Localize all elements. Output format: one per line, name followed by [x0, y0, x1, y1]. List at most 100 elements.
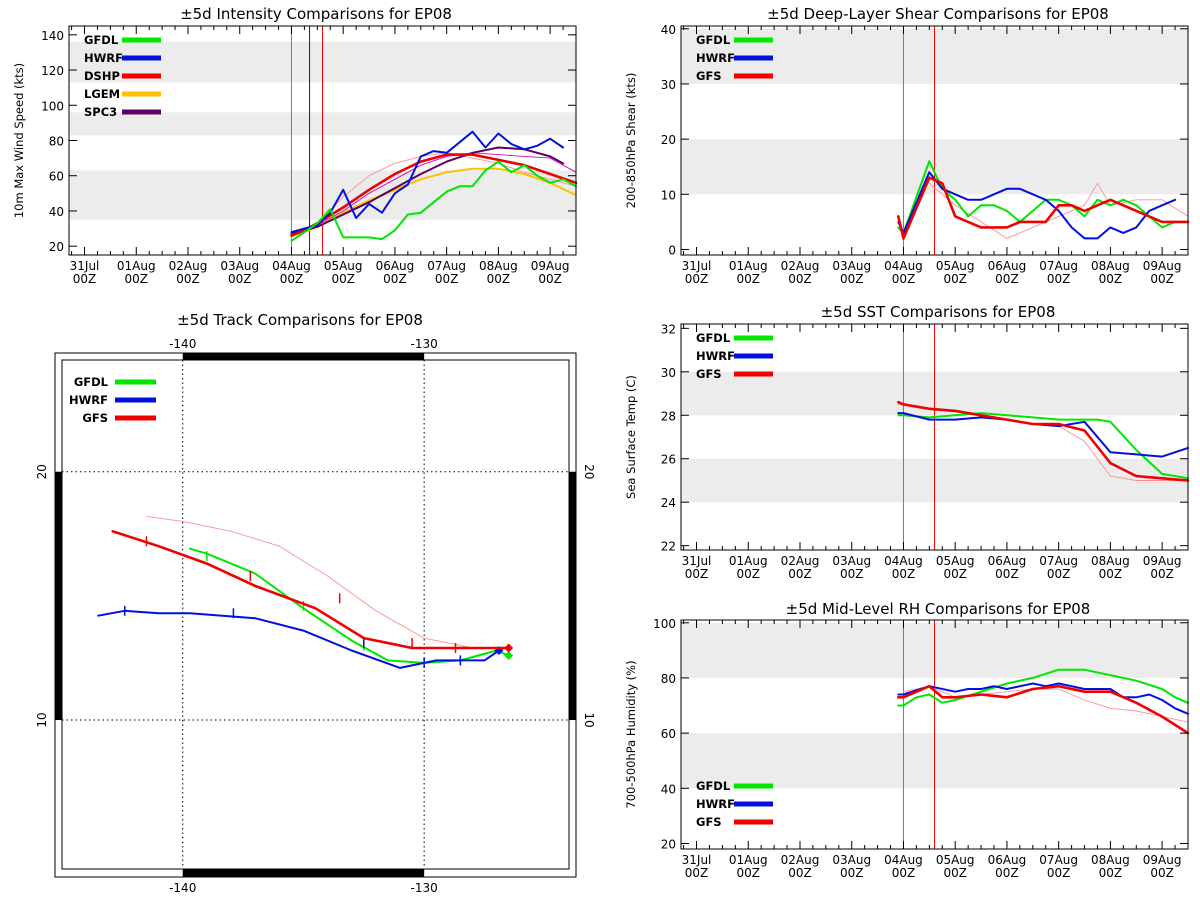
- intensity-xtick-label: 00Z: [125, 272, 149, 286]
- rh-xtick-label: 04Aug: [884, 853, 923, 867]
- rh-ytick-label: 40: [661, 782, 676, 796]
- shear-xtick-label: 09Aug: [1143, 259, 1182, 273]
- track-title: ±5d Track Comparisons for EP08: [177, 311, 423, 329]
- shear-xtick-label: 00Z: [1047, 272, 1071, 286]
- track-lat-label-right: 10: [582, 712, 596, 727]
- rh-frame: [680, 619, 1189, 850]
- rh-legend-label-hwrf: HWRF: [696, 797, 735, 811]
- sst-xtick-label: 04Aug: [884, 554, 923, 568]
- track-start-diamond-gfs: [504, 643, 514, 653]
- sst-legend-label-gfdl: GFDL: [696, 331, 731, 345]
- sst-xtick-label: 01Aug: [729, 554, 768, 568]
- rh-xtick-label: 09Aug: [1143, 853, 1182, 867]
- shear-xtick-label: 04Aug: [884, 259, 923, 273]
- intensity-xtick-label: 00Z: [280, 272, 304, 286]
- rh-xtick-label: 07Aug: [1039, 853, 1078, 867]
- intensity-xtick-label: 03Aug: [220, 259, 259, 273]
- rh-xtick-label: 00Z: [840, 866, 864, 880]
- rh-xtick-label: 00Z: [1099, 866, 1123, 880]
- sst-xtick-label: 06Aug: [988, 554, 1027, 568]
- intensity-ytick-label: 140: [41, 29, 64, 43]
- rh-series-gfs: [896, 684, 1190, 735]
- intensity-ytick-label: 80: [49, 135, 64, 149]
- rh-panel: 2040608010031Jul00Z01Aug00Z02Aug00Z03Aug…: [624, 617, 1190, 880]
- rh-ytick-label: 100: [653, 617, 676, 631]
- sst-xtick-label: 00Z: [685, 567, 709, 581]
- rh-xtick-label: 02Aug: [781, 853, 820, 867]
- shear-xtick-label: 00Z: [1099, 272, 1123, 286]
- intensity-xtick-label: 09Aug: [531, 259, 570, 273]
- intensity-ylabel: 10m Max Wind Speed (kts): [12, 63, 26, 218]
- track-lon-label-bottom: -130: [411, 881, 438, 895]
- rh-xtick-label: 08Aug: [1091, 853, 1130, 867]
- rh-ytick-label: 80: [661, 672, 676, 686]
- track-lat-label-left: 20: [35, 464, 49, 479]
- track-legend-label-hwrf: HWRF: [69, 393, 108, 407]
- sst-ytick-label: 30: [661, 366, 676, 380]
- rh-xtick-label: 31Jul: [682, 853, 712, 867]
- track-left-border-bar: [55, 471, 62, 721]
- shear-ytick-label: 20: [661, 133, 676, 147]
- sst-ytick-label: 22: [661, 540, 676, 554]
- sst-xtick-label: 07Aug: [1039, 554, 1078, 568]
- rh-series-thin: [903, 685, 1189, 723]
- sst-xtick-label: 00Z: [788, 567, 812, 581]
- intensity-series-spc3-thin: [291, 152, 577, 237]
- sst-xtick-label: 09Aug: [1143, 554, 1182, 568]
- sst-ytick-label: 24: [661, 496, 676, 510]
- shear-title: ±5d Deep-Layer Shear Comparisons for EP0…: [767, 5, 1109, 23]
- sst-legend-label-hwrf: HWRF: [696, 349, 735, 363]
- intensity-xtick-label: 01Aug: [117, 259, 156, 273]
- intensity-xtick-label: 00Z: [538, 272, 562, 286]
- shear-frame: [680, 25, 1189, 256]
- intensity-legend-label-dshp: DSHP: [84, 69, 120, 83]
- intensity-ytick-label: 40: [49, 205, 64, 219]
- intensity-xtick-label: 04Aug: [272, 259, 311, 273]
- rh-legend-label-gfs: GFS: [696, 815, 722, 829]
- shear-series-hwrf: [897, 171, 1177, 240]
- sst-xtick-label: 00Z: [892, 567, 916, 581]
- shear-ytick-label: 0: [668, 243, 676, 257]
- intensity-series-gfdl: [290, 160, 577, 242]
- track-legend-label-gfdl: GFDL: [74, 375, 109, 389]
- sst-xtick-label: 00Z: [840, 567, 864, 581]
- intensity-series-ofcl-thin: [291, 152, 577, 238]
- rh-xtick-label: 00Z: [892, 866, 916, 880]
- sst-xtick-label: 00Z: [1099, 567, 1123, 581]
- shear-xtick-label: 07Aug: [1039, 259, 1078, 273]
- sst-xtick-label: 31Jul: [682, 554, 712, 568]
- track-legend-label-gfs: GFS: [82, 411, 108, 425]
- intensity-xtick-label: 00Z: [435, 272, 459, 286]
- track-lat-label-left: 10: [35, 712, 49, 727]
- intensity-xtick-label: 00Z: [176, 272, 200, 286]
- sst-xtick-label: 00Z: [1150, 567, 1174, 581]
- track-panel: -140 -140 -130 -130 10 10 20 20 GFDL HWRF GFS: [35, 337, 596, 895]
- shear-xtick-label: 00Z: [892, 272, 916, 286]
- shear-series-gfs: [896, 176, 1190, 240]
- rh-xtick-label: 03Aug: [832, 853, 871, 867]
- track-series-gfs: [111, 529, 510, 650]
- sst-xtick-label: 00Z: [943, 567, 967, 581]
- intensity-xtick-label: 31Jul: [70, 259, 100, 273]
- track-start-diamond-gfdl: [504, 650, 514, 660]
- intensity-xtick-label: 02Aug: [169, 259, 208, 273]
- track-series-thin: [146, 515, 510, 649]
- track-lon-label-top: -130: [411, 337, 438, 351]
- rh-xtick-label: 00Z: [1150, 866, 1174, 880]
- rh-xtick-label: 00Z: [737, 866, 761, 880]
- intensity-ytick-label: 100: [41, 99, 64, 113]
- intensity-legend-label-hwrf: HWRF: [84, 51, 123, 65]
- sst-legend-label-gfs: GFS: [696, 367, 722, 381]
- rh-ytick-label: 60: [661, 727, 676, 741]
- sst-ylabel: Sea Surface Temp (C): [624, 375, 638, 499]
- intensity-panel: 2040608010012014031Jul00Z01Aug00Z02Aug00…: [12, 25, 578, 286]
- shear-legend-label-gfs: GFS: [696, 69, 722, 83]
- intensity-xtick-label: 00Z: [228, 272, 252, 286]
- intensity-series-hwrf: [290, 130, 565, 234]
- shear-xtick-label: 31Jul: [682, 259, 712, 273]
- sst-ytick-label: 26: [661, 453, 676, 467]
- shear-ytick-label: 40: [661, 23, 676, 37]
- shear-series-thin: [928, 182, 1189, 239]
- rh-legend-label-gfdl: GFDL: [696, 779, 731, 793]
- track-lat-label-right: 20: [582, 464, 596, 479]
